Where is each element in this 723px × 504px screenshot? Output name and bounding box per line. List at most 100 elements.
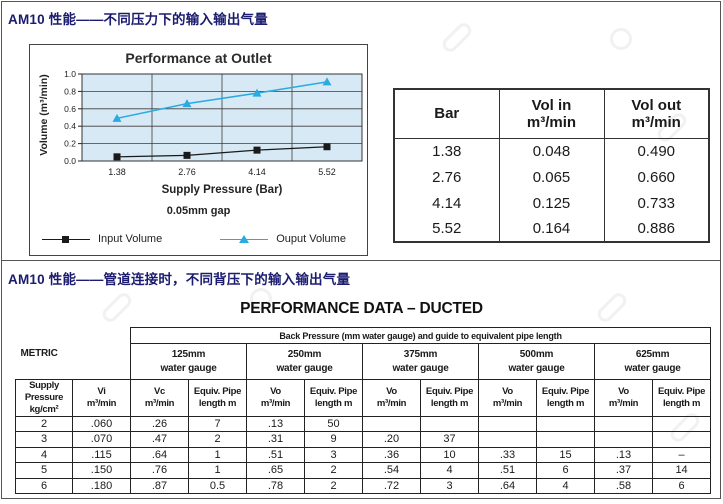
table-cell: 4	[420, 462, 480, 479]
table-cell	[652, 431, 712, 448]
table-cell	[362, 415, 422, 433]
chart-title: Performance at Outlet	[125, 50, 272, 66]
table-cell: 4	[15, 446, 73, 464]
table-cell: 3	[304, 446, 364, 464]
header-line1: Equiv. Pipe	[657, 385, 706, 397]
table-row: 3.070.47 2.31 9.20 37	[15, 431, 712, 448]
header-line2: m³/min	[376, 397, 407, 409]
header-line2: m³/min	[260, 397, 291, 409]
section2-title: AM10 性能——管道连接时，不同背压下的输入输出气量	[8, 272, 351, 287]
header-line2: m³/min	[86, 397, 117, 409]
table-cell	[652, 415, 712, 433]
table-cell: 4	[536, 477, 596, 495]
table-cell: 1	[188, 462, 248, 479]
chart-x-axis-label: Supply Pressure (Bar)	[161, 184, 283, 196]
table-cell: 5.52	[393, 216, 500, 242]
outlet-table-header-row: Bar Vol in m³/min Vol out m³/min	[393, 88, 710, 139]
legend-marker	[42, 235, 90, 243]
table-cell: 2	[188, 431, 248, 448]
table-cell: 0.065	[498, 164, 605, 190]
column-header-cell: Vc m³/min	[130, 379, 190, 417]
gauge-size: 375mm	[403, 349, 438, 360]
table-cell: 1	[188, 446, 248, 464]
performance-chart: Performance at Outlet Volume (m³/min) 0.…	[29, 44, 368, 256]
gauge-unit: water gauge	[276, 362, 333, 374]
table-cell: 3	[420, 477, 480, 495]
table-row: 5.150.76 1.65 2.54 4.51 6.37 14	[15, 462, 712, 479]
svg-text:5.52: 5.52	[318, 167, 336, 177]
triangle-marker-icon	[239, 234, 250, 243]
table-cell: 0.125	[498, 190, 605, 216]
table-cell: .78	[246, 477, 306, 495]
header-line2: m³/min	[144, 397, 175, 409]
column-unit: m³/min	[631, 113, 681, 131]
ducted-table-title: PERFORMANCE DATA – DUCTED	[240, 300, 483, 317]
gauge-header-cell: 625mm water gauge	[594, 343, 712, 380]
table-cell: .31	[246, 431, 306, 448]
legend-label: Input Volume	[98, 233, 163, 245]
gauge-unit: water gauge	[160, 362, 217, 374]
table-cell: .36	[362, 446, 422, 464]
header-line1: Supply Pressure	[24, 380, 64, 403]
table-cell: –	[652, 446, 712, 464]
table-cell: .47	[130, 431, 190, 448]
ducted-performance-table: METRIC Back Pressure (mm water gauge) an…	[15, 327, 712, 495]
outlet-col-vol-in: Vol in m³/min	[498, 88, 605, 139]
table-row: 5.52 0.164 0.886	[393, 216, 710, 242]
header-line2: m³/min	[608, 397, 639, 409]
svg-text:0.2: 0.2	[64, 139, 76, 149]
column-unit: m³/min	[526, 113, 577, 131]
header-line2: length m	[546, 397, 585, 409]
table-cell: .65	[246, 462, 306, 479]
table-cell	[478, 415, 538, 433]
table-cell: .51	[478, 462, 538, 479]
svg-text:0.0: 0.0	[64, 156, 76, 166]
svg-text:2.76: 2.76	[178, 167, 196, 177]
header-line1: Equiv. Pipe	[309, 385, 358, 397]
table-cell: 4.14	[393, 190, 500, 216]
table-row: 2.060.26 7.13 50	[15, 415, 712, 433]
table-cell: .87	[130, 477, 190, 495]
column-header-cell: Vo m³/min	[478, 379, 538, 417]
header-line1: Vo	[502, 385, 513, 397]
gauge-size: 500mm	[519, 349, 554, 360]
table-cell: 0.490	[603, 138, 710, 164]
table-cell: 0.660	[603, 164, 710, 190]
table-cell: .33	[478, 446, 538, 464]
table-cell: 9	[304, 431, 364, 448]
gauge-header-cell: 250mm water gauge	[246, 343, 364, 380]
square-marker-icon	[62, 235, 69, 243]
table-cell	[420, 415, 480, 433]
table-cell: 6	[536, 462, 596, 479]
table-cell	[536, 415, 596, 433]
outlet-col-bar: Bar	[393, 88, 500, 139]
header-line1: Vi	[97, 385, 106, 397]
header-line2: length m	[314, 397, 353, 409]
table-cell: 7	[188, 415, 248, 433]
table-row: 4.115.64 1.51 3.36 10.33 15.13–	[15, 446, 712, 464]
column-header-cell: Equiv. Pipe length m	[536, 379, 596, 417]
legend-item: Ouput Volume	[220, 233, 346, 245]
table-cell: .150	[71, 462, 132, 479]
table-cell: 3	[15, 431, 73, 448]
table-cell: .26	[130, 415, 190, 433]
gauge-unit: water gauge	[508, 362, 565, 374]
table-cell: 10	[420, 446, 480, 464]
table-cell: 6	[15, 477, 73, 495]
table-cell: .64	[478, 477, 538, 495]
svg-text:0.4: 0.4	[64, 121, 76, 131]
outlet-volume-table: Bar Vol in m³/min Vol out m³/min 1.38 0.0…	[393, 88, 710, 243]
table-row: 1.38 0.048 0.490	[393, 138, 710, 164]
legend-marker	[220, 234, 269, 243]
table-cell	[594, 431, 654, 448]
back-pressure-header: Back Pressure (mm water gauge) and guide…	[130, 327, 712, 344]
svg-text:4.14: 4.14	[248, 167, 266, 177]
gauge-size: 625mm	[635, 349, 670, 360]
header-line2: length m	[430, 397, 469, 409]
column-header-cell: Equiv. Pipe length m	[420, 379, 480, 417]
table-cell	[536, 431, 596, 448]
chart-legend: Input Volume Ouput Volume	[30, 228, 367, 250]
table-cell: .115	[71, 446, 132, 464]
header-line1: Vo	[618, 385, 629, 397]
